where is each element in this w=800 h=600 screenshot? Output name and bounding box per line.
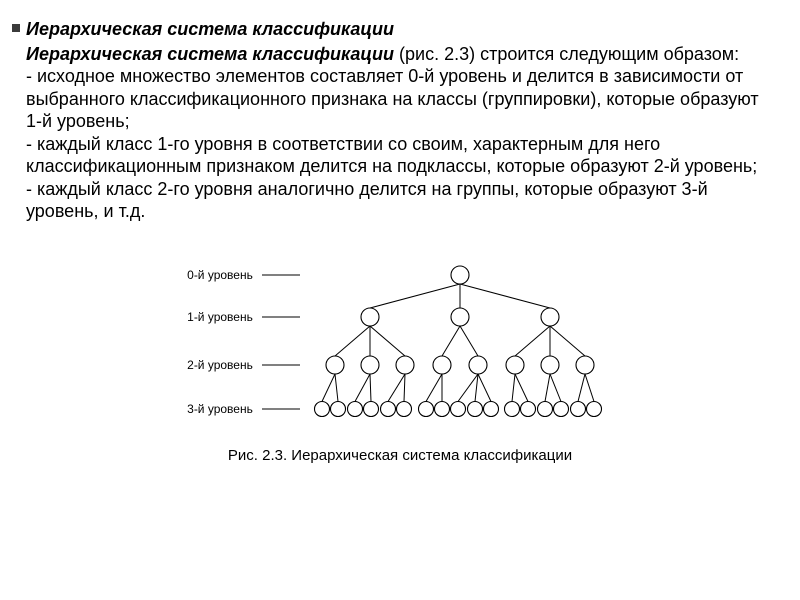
tree-edge (442, 326, 460, 356)
tree-node (397, 401, 412, 416)
tree-edge (335, 374, 338, 402)
tree-node (521, 401, 536, 416)
tree-edge (370, 374, 371, 402)
tree-node (451, 266, 469, 284)
bullet-2: - каждый класс 1-го уровня в соответстви… (26, 133, 774, 178)
tree-node (538, 401, 553, 416)
tree-node (541, 356, 559, 374)
tree-node (576, 356, 594, 374)
tree-node (419, 401, 434, 416)
tree-node (468, 401, 483, 416)
tree-node (331, 401, 346, 416)
tree-edge (550, 326, 585, 356)
level-label: 3-й уровень (187, 402, 253, 416)
tree-node (361, 356, 379, 374)
tree-node (348, 401, 363, 416)
document-body: Иерархическая система классификации Иера… (0, 0, 800, 464)
tree-node (554, 401, 569, 416)
tree-node (506, 356, 524, 374)
level-label: 1-й уровень (187, 310, 253, 324)
bullet-1: - исходное множество элементов составляе… (26, 65, 774, 133)
hierarchy-tree-diagram: 0-й уровень 1-й уровень 2-й уровень 3-й уро… (160, 257, 640, 437)
tree-edge (322, 374, 335, 402)
tree-node (451, 308, 469, 326)
tree-node (587, 401, 602, 416)
level-label: 2-й уровень (187, 358, 253, 372)
tree-edge (355, 374, 370, 402)
tree-node (505, 401, 520, 416)
tree-node (469, 356, 487, 374)
tree-node (541, 308, 559, 326)
tree-edge (404, 374, 405, 402)
tree-node (381, 401, 396, 416)
tree-edge (370, 284, 460, 308)
tree-edge (335, 326, 370, 356)
intro-paragraph: Иерархическая система классификации (рис… (26, 43, 774, 66)
tree-edge (585, 374, 594, 402)
tree-node (361, 308, 379, 326)
tree-node (484, 401, 499, 416)
tree-edge (515, 326, 550, 356)
tree-node (435, 401, 450, 416)
tree-node (451, 401, 466, 416)
tree-edge (460, 326, 478, 356)
figure-caption: Рис. 2.3. Иерархическая система классифи… (228, 447, 572, 464)
tree-edge (578, 374, 585, 402)
tree-edge (460, 284, 550, 308)
figure: 0-й уровень 1-й уровень 2-й уровень 3-й уро… (26, 257, 774, 464)
tree-edge (478, 374, 491, 402)
tree-edge (512, 374, 515, 402)
bullet-3: - каждый класс 2-го уровня аналогично де… (26, 178, 774, 223)
tree-edge (370, 326, 405, 356)
tree-edge (515, 374, 528, 402)
tree-node (433, 356, 451, 374)
tree-node (315, 401, 330, 416)
tree-edge (426, 374, 442, 402)
tree-edge (545, 374, 550, 402)
slide-bullet (12, 24, 20, 32)
level-label: 0-й уровень (187, 268, 253, 282)
tree-node (571, 401, 586, 416)
heading: Иерархическая система классификации (26, 18, 774, 41)
tree-edge (388, 374, 405, 402)
tree-edge (550, 374, 561, 402)
tree-node (396, 356, 414, 374)
intro-lead: Иерархическая система классификации (26, 44, 399, 64)
intro-tail: (рис. 2.3) строится следующим образом: (399, 44, 739, 64)
tree-node (326, 356, 344, 374)
tree-node (364, 401, 379, 416)
